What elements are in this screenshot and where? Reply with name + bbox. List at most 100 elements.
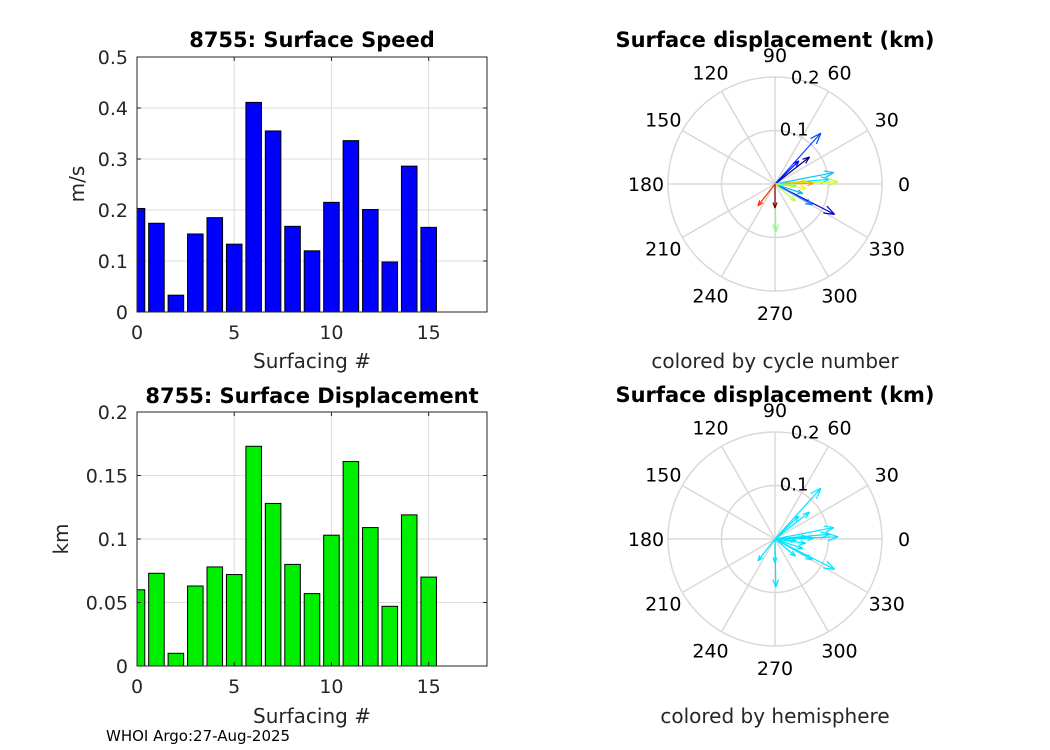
displacement-chart-bars	[137, 445, 437, 666]
compass-cycle-angle-label: 300	[821, 286, 857, 308]
compass-hemisphere-arrow	[774, 525, 835, 540]
speed-chart-xlabel: Surfacing #	[253, 349, 371, 373]
compass-hemisphere-grid-spoke	[774, 538, 830, 633]
displacement-bar	[303, 593, 321, 666]
speed-ytick-label: 0.1	[98, 251, 128, 273]
speed-chart-axes-box	[136, 56, 488, 313]
displacement-ytick-label: 0	[116, 656, 128, 678]
compass-plot-cycle: Surface displacement (km) colored by cyc…	[615, 28, 934, 373]
compass-hemisphere-arrow	[774, 537, 797, 544]
compass-hemisphere-arrow	[774, 535, 814, 542]
compass-cycle-arrows	[757, 132, 839, 233]
speed-bar	[303, 250, 321, 312]
compass-hemisphere-angle-label: 270	[757, 658, 793, 680]
speed-bar-chart: 8755: Surface Speed Surfacing # m/s 0 0.1…	[65, 28, 488, 373]
speed-bar	[187, 233, 204, 312]
compass-hemisphere-labels: 0 30 60 90 120 150 180 210 240 270 300 330 0.1 0.2	[628, 400, 910, 680]
compass-hemisphere-grid-spoke	[774, 484, 869, 540]
speed-bar	[342, 140, 360, 312]
compass-hemisphere-arrow	[774, 511, 811, 540]
compass-cycle-arrow	[774, 183, 813, 206]
displacement-bar	[206, 566, 224, 666]
displacement-bar-chart: 8755: Surface Displacement Surfacing # k…	[49, 384, 488, 728]
displacement-bar	[225, 574, 243, 666]
compass-hemisphere-subtitle: colored by hemisphere	[660, 704, 889, 728]
speed-bar	[264, 130, 282, 312]
compass-cycle-arrow	[774, 170, 835, 185]
speed-bar	[245, 101, 262, 312]
compass-hemisphere-angle-label: 120	[692, 417, 728, 439]
displacement-chart-ylabel: km	[49, 523, 73, 554]
speed-xtick-label: 10	[319, 322, 343, 344]
compass-cycle-grid-spoke	[720, 183, 776, 278]
displacement-bar	[264, 502, 282, 666]
speed-bar	[362, 208, 379, 312]
compass-cycle-grid-spoke	[774, 90, 830, 185]
compass-hemisphere-angle-label: 240	[692, 641, 728, 663]
compass-cycle-arrow	[774, 180, 814, 187]
compass-hemisphere-angle-label: 90	[763, 400, 787, 422]
displacement-ytick-label: 0.2	[98, 402, 128, 424]
speed-bar	[400, 165, 418, 312]
compass-hemisphere-angle-label: 150	[645, 465, 681, 487]
compass-hemisphere-angle-label: 30	[875, 465, 899, 487]
footer-credit: WHOI Argo:27-Aug-2025	[106, 727, 290, 745]
compass-cycle-radius-label: 0.1	[780, 120, 809, 141]
compass-hemisphere-radius-label: 0.1	[780, 475, 809, 496]
compass-cycle-arrow	[774, 156, 811, 185]
compass-hemisphere-grid-spoke	[681, 484, 776, 540]
speed-bar	[148, 222, 165, 312]
speed-xtick-label: 15	[417, 322, 441, 344]
displacement-bar	[342, 461, 360, 666]
speed-ytick-label: 0.2	[98, 200, 128, 222]
compass-plot-hemisphere: Surface displacement (km) colored by hem…	[615, 383, 934, 728]
displacement-xtick-label: 0	[131, 676, 143, 698]
compass-cycle-grid-spoke	[774, 129, 869, 185]
compass-hemisphere-grid-spoke	[681, 538, 776, 594]
displacement-bar	[400, 514, 418, 666]
displacement-bar	[284, 563, 301, 666]
displacement-bar	[381, 605, 399, 666]
compass-hemisphere-arrow	[757, 538, 776, 562]
displacement-bar	[187, 585, 204, 666]
compass-cycle-labels: 0 30 60 90 120 150 180 210 240 270 300 330 0.1 0.2	[628, 45, 910, 325]
compass-hemisphere-angle-label: 330	[869, 594, 905, 616]
compass-hemisphere-arrow	[774, 538, 813, 561]
compass-hemisphere-angle-label: 210	[645, 594, 681, 616]
compass-cycle-grid-spoke	[681, 183, 776, 239]
speed-bar	[167, 294, 185, 312]
compass-cycle-radius-label: 0.2	[791, 67, 820, 88]
displacement-bar	[167, 652, 185, 666]
compass-cycle-angle-label: 60	[827, 62, 851, 84]
compass-hemisphere-angle-label: 180	[628, 529, 664, 551]
displacement-bar	[245, 445, 262, 666]
compass-cycle-arrow	[774, 132, 822, 185]
speed-bar	[323, 201, 340, 312]
compass-hemisphere-arrow	[774, 515, 800, 540]
displacement-xtick-label: 5	[228, 676, 240, 698]
compass-hemisphere-grid-spoke	[774, 445, 830, 540]
compass-cycle-grid-spoke	[681, 129, 776, 185]
displacement-xtick-label: 10	[319, 676, 343, 698]
speed-bar	[381, 261, 399, 312]
compass-cycle-arrow	[772, 184, 778, 209]
displacement-bar	[362, 527, 379, 666]
compass-cycle-arrow	[774, 183, 804, 195]
compass-cycle-arrow	[774, 182, 797, 189]
displacement-bar	[420, 576, 437, 666]
compass-hemisphere-grid-spoke	[720, 445, 776, 540]
displacement-chart-ticks: 0 0.05 0.1 0.15 0.2 0 5 10 15	[86, 402, 487, 698]
displacement-ytick-label: 0.15	[86, 466, 128, 488]
speed-chart-ylabel: m/s	[65, 166, 89, 203]
compass-cycle-angle-label: 210	[645, 239, 681, 261]
compass-cycle-angle-label: 150	[645, 110, 681, 132]
compass-hemisphere-angle-label: 60	[827, 417, 851, 439]
compass-cycle-grid-spoke	[774, 183, 830, 278]
speed-ytick-label: 0.5	[98, 47, 128, 69]
displacement-chart-title: 8755: Surface Displacement	[145, 384, 478, 408]
compass-cycle-grid	[667, 76, 883, 292]
compass-hemisphere-angle-label: 300	[821, 641, 857, 663]
compass-cycle-angle-label: 240	[692, 286, 728, 308]
